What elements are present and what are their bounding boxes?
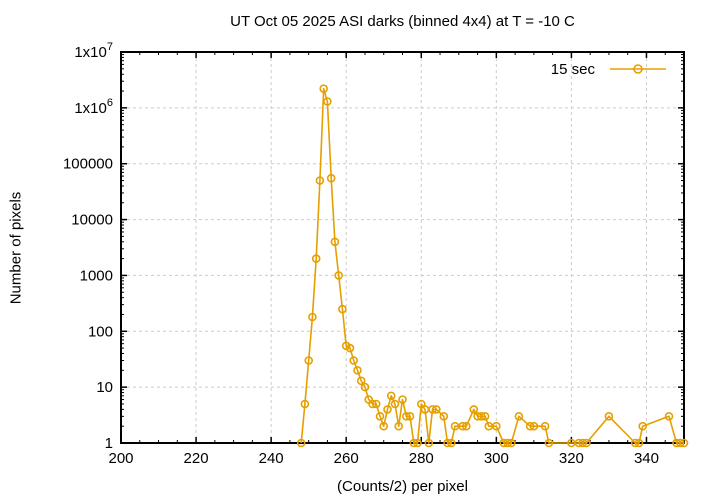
svg-text:240: 240	[259, 450, 284, 467]
svg-text:300: 300	[484, 450, 509, 467]
plot-frame	[120, 51, 685, 444]
svg-text:10: 10	[96, 379, 113, 396]
svg-text:1x106: 1x106	[74, 97, 113, 117]
legend-label: 15 sec	[550, 60, 595, 78]
y-axis-label: Number of pixels	[7, 191, 25, 305]
legend-line-sample-icon	[610, 64, 666, 74]
svg-text:100000: 100000	[63, 156, 113, 173]
chart-title: UT Oct 05 2025 ASI darks (binned 4x4) at…	[230, 13, 575, 30]
y-tick-labels: 1 10 100 1000 10000 100000 1x106 1x107	[63, 41, 113, 452]
legend: 15 sec	[550, 60, 667, 78]
grid-lines	[121, 52, 684, 443]
svg-text:1: 1	[105, 435, 113, 452]
x-axis-label: (Counts/2) per pixel	[337, 478, 468, 495]
svg-text:100: 100	[88, 323, 113, 340]
series-line	[300, 87, 684, 444]
svg-text:220: 220	[184, 450, 209, 467]
axis-minor-ticks	[121, 52, 685, 443]
axis-ticks	[120, 51, 684, 444]
svg-text:1000: 1000	[80, 267, 113, 284]
svg-text:260: 260	[334, 450, 359, 467]
series-markers	[296, 84, 689, 448]
svg-text:320: 320	[559, 450, 584, 467]
svg-text:10000: 10000	[71, 212, 113, 229]
x-tick-labels: 200 220 240 260 280 300 320 340	[108, 450, 658, 467]
svg-text:200: 200	[108, 450, 133, 467]
svg-text:280: 280	[409, 450, 434, 467]
svg-text:1x107: 1x107	[74, 41, 113, 61]
svg-text:340: 340	[634, 450, 659, 467]
